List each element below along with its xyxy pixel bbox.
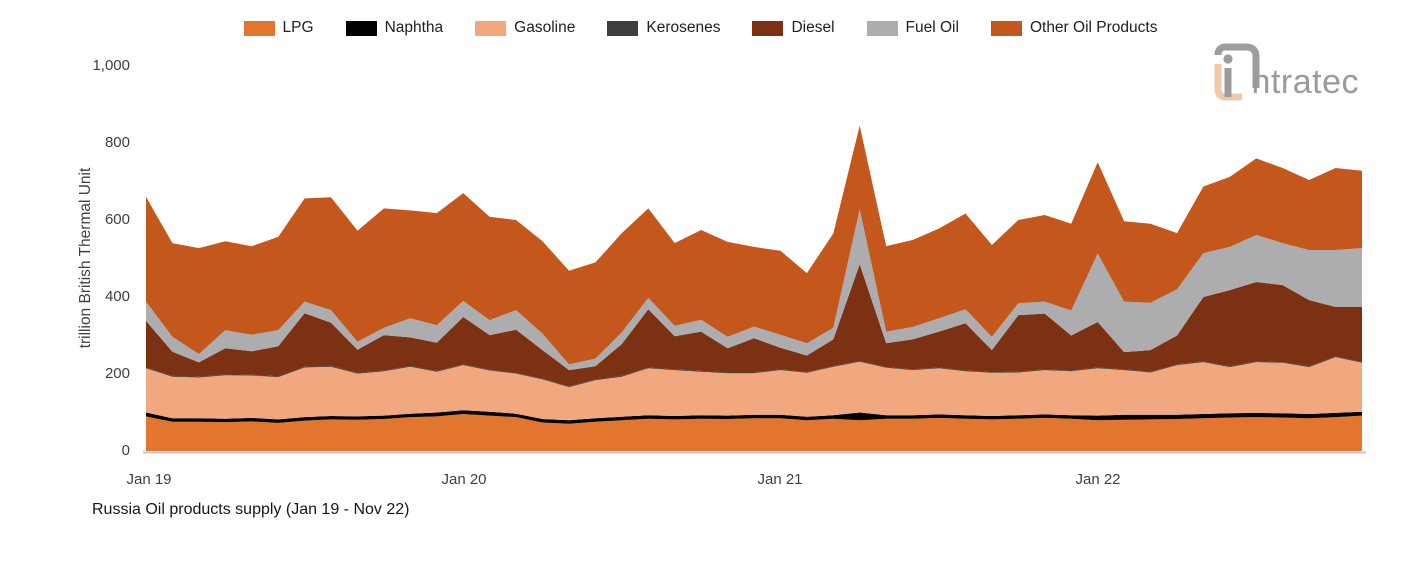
legend-label: LPG — [282, 19, 314, 36]
intratec-logo-text: ntratec — [1251, 63, 1359, 101]
area-gasoline — [146, 357, 1362, 421]
legend-item-other-oil-products: Other Oil Products — [990, 19, 1158, 37]
area-other-oil-products — [146, 125, 1362, 365]
lpg-swatch — [243, 20, 275, 36]
legend-label: Diesel — [791, 19, 835, 36]
legend-label: Fuel Oil — [905, 19, 959, 36]
naphtha-swatch — [345, 20, 377, 36]
legend-item-diesel: Diesel — [752, 19, 835, 37]
legend-label: Gasoline — [514, 19, 576, 36]
y-tick-200: 200 — [104, 365, 130, 382]
legend-item-naphtha: Naphtha — [345, 19, 444, 37]
area-lpg — [146, 414, 1362, 451]
y-tick-0: 0 — [121, 442, 130, 459]
legend-item-kerosenes: Kerosenes — [607, 19, 720, 37]
y-tick-1000: 1,000 — [92, 57, 130, 74]
legend-label: Kerosenes — [646, 19, 721, 36]
x-tick-jan20: Jan 20 — [441, 471, 487, 488]
y-tick-400: 400 — [104, 288, 130, 305]
legend-label: Other Oil Products — [1029, 19, 1158, 36]
legend: LPG Naphtha Gasoline Kerosenes Diesel Fuel Oi… — [0, 19, 1401, 37]
x-tick-jan19: Jan 19 — [126, 471, 172, 488]
gasoline-swatch — [475, 20, 507, 36]
x-tick-jan21: Jan 21 — [757, 471, 803, 488]
y-tick-800: 800 — [104, 134, 130, 151]
intratec-logo-icon — [1214, 43, 1260, 101]
legend-label: Naphtha — [384, 19, 444, 36]
fuel-oil-swatch — [866, 20, 898, 36]
kerosenes-swatch — [607, 20, 639, 36]
intratec-logo: ntratec — [1208, 42, 1359, 102]
diesel-swatch — [752, 20, 784, 36]
chart-caption: Russia Oil products supply (Jan 19 - Nov… — [92, 501, 410, 518]
legend-item-gasoline: Gasoline — [475, 19, 575, 37]
y-tick-600: 600 — [104, 211, 130, 228]
legend-item-lpg: LPG — [243, 19, 314, 37]
area-diesel — [146, 264, 1362, 387]
other-oil-products-swatch — [990, 20, 1022, 36]
x-tick-jan22: Jan 22 — [1075, 471, 1121, 488]
legend-item-fuel-oil: Fuel Oil — [866, 19, 959, 37]
area-fuel-oil — [146, 209, 1362, 371]
area-naphtha — [146, 410, 1362, 424]
